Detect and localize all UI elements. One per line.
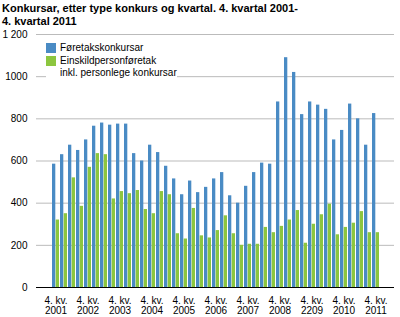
svg-text:4. kv.2003: 4. kv.2003 xyxy=(108,295,131,316)
svg-text:0: 0 xyxy=(22,282,28,293)
html-text:Einskildpersonføretak inkl. pe: Einskildpersonføretak inkl. personlege k… xyxy=(60,55,177,78)
svg-text:4. kv.2005: 4. kv.2005 xyxy=(172,295,195,316)
svg-text:4. kv.2011: 4. kv.2011 xyxy=(364,295,387,316)
svg-text:4. kv.2004: 4. kv.2004 xyxy=(140,295,163,316)
svg-text:800: 800 xyxy=(11,113,28,124)
html-text:Konkursar, etter type konkurs: Konkursar, etter type konkurs og kvartal… xyxy=(2,2,298,27)
svg-text:200: 200 xyxy=(11,240,28,251)
html-text:Føretakskonkursar: Føretakskonkursar xyxy=(60,42,144,53)
svg-text:4. kv.2002: 4. kv.2002 xyxy=(76,295,99,316)
svg-text:1 200: 1 200 xyxy=(2,29,27,40)
svg-text:4. kv.2007: 4. kv.2007 xyxy=(236,295,259,316)
svg-text:400: 400 xyxy=(11,197,28,208)
svg-text:4. kv.2008: 4. kv.2008 xyxy=(268,295,291,316)
svg-text:600: 600 xyxy=(11,155,28,166)
svg-text:4. kv.2001: 4. kv.2001 xyxy=(44,295,67,316)
svg-text:4. kv.2006: 4. kv.2006 xyxy=(204,295,227,316)
svg-text:1000: 1000 xyxy=(5,71,28,82)
svg-text:4. kv.2010: 4. kv.2010 xyxy=(332,295,355,316)
svg-text:4. kv.2209: 4. kv.2209 xyxy=(300,295,323,316)
